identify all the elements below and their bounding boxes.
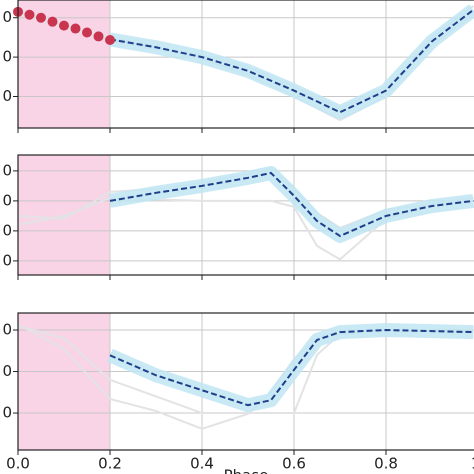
- y-tick-label: 0: [2, 48, 12, 66]
- y-tick-label: 0: [2, 191, 12, 209]
- y-tick-label: 0: [2, 321, 12, 339]
- confidence-band: [107, 323, 474, 413]
- x-tick-label: 0.0: [6, 455, 30, 473]
- axes-frame: [17, 0, 474, 129]
- y-tick-label: 0: [2, 221, 12, 239]
- y-tick-label: 0: [2, 161, 12, 179]
- confidence-band: [108, 166, 474, 243]
- observed-point: [82, 27, 92, 38]
- observed-point: [70, 23, 81, 34]
- x-tick-label: 1.: [471, 455, 474, 473]
- y-tick-label: 0: [2, 404, 12, 422]
- observed-point: [105, 34, 115, 45]
- axes-frame: [17, 154, 474, 276]
- observed-point: [36, 12, 46, 23]
- x-tick-label: 0.6: [282, 455, 306, 473]
- y-tick-label: 0: [2, 362, 12, 380]
- x-tick-label: 0.8: [374, 455, 398, 473]
- x-axis-label: Phase: [224, 467, 269, 474]
- y-tick-label: 0: [2, 251, 12, 269]
- observed-point: [93, 31, 104, 42]
- mean-line: [109, 171, 474, 238]
- observed-point: [59, 20, 69, 31]
- observed-point: [24, 9, 35, 20]
- x-tick-label: 0.2: [98, 455, 122, 473]
- y-tick-label: 0: [2, 87, 12, 105]
- y-tick-label: 0: [2, 8, 12, 26]
- mean-line: [109, 9, 474, 114]
- shaded-region: [18, 313, 110, 450]
- observed-point: [47, 16, 58, 27]
- mean-line: [109, 329, 474, 407]
- x-tick-label: 0.4: [190, 455, 214, 473]
- axes-frame: [17, 312, 474, 451]
